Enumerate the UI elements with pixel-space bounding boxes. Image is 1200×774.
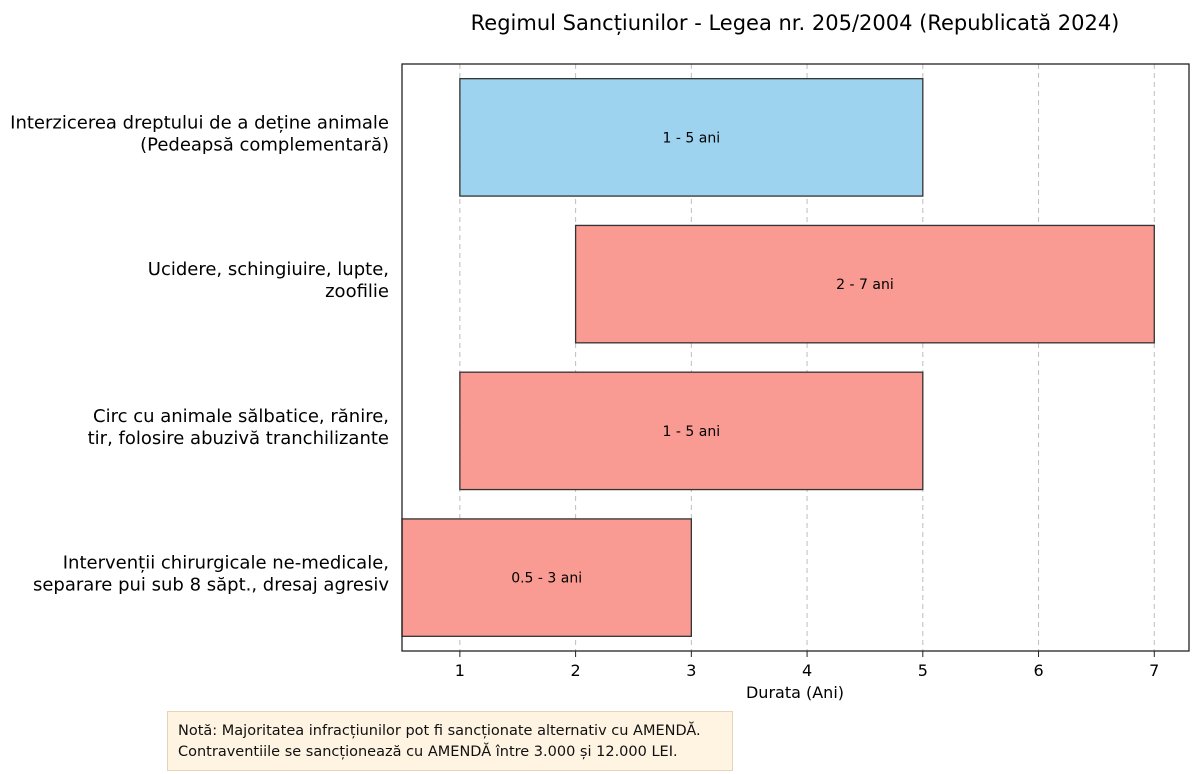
- x-tick-label: 2: [571, 661, 581, 680]
- y-tick-label: Circ cu animale sălbatice, rănire,: [93, 406, 389, 427]
- x-axis-ticks: 1 2 3 4 5 6 7: [455, 651, 1159, 680]
- chart-title: Regimul Sancțiunilor - Legea nr. 205/200…: [471, 11, 1120, 35]
- x-axis-label: Durata (Ani): [746, 683, 844, 702]
- note-line-2: Contraventiile se sancționează cu AMENDĂ…: [178, 744, 678, 760]
- bar-label: 1 - 5 ani: [663, 424, 721, 440]
- x-tick-label: 7: [1149, 661, 1159, 680]
- x-tick-label: 3: [686, 661, 696, 680]
- note-line-1: Notă: Majoritatea infracțiunilor pot fi …: [178, 723, 701, 739]
- bar-label: 0.5 - 3 ani: [511, 571, 582, 587]
- bars: 1 - 5 ani 2 - 7 ani 1 - 5 ani 0.5 - 3 ani: [401, 78, 1155, 637]
- note-box: Notă: Majoritatea infracțiunilor pot fi …: [167, 711, 733, 771]
- y-tick-label: separare pui sub 8 săpt., dresaj agresiv: [33, 575, 389, 596]
- y-tick-label: (Pedeapsă complementară): [140, 134, 389, 155]
- y-tick-label: Intervenții chirurgicale ne-medicale,: [63, 553, 389, 574]
- bar: [401, 518, 692, 637]
- y-tick-label: Interzicerea dreptului de a deține anima…: [10, 112, 389, 133]
- bar: [574, 224, 1155, 344]
- plot-frame: [401, 63, 1190, 652]
- x-tick-label: 4: [802, 661, 812, 680]
- y-tick-label: zoofilie: [325, 281, 389, 302]
- bar-label: 2 - 7 ani: [836, 277, 894, 293]
- bar: [459, 371, 924, 491]
- x-tick-label: 6: [1033, 661, 1043, 680]
- bar-label: 1 - 5 ani: [663, 130, 721, 146]
- x-tick-label: 1: [455, 661, 465, 680]
- y-axis-labels: Interzicerea dreptului de a deține anima…: [10, 112, 389, 595]
- y-tick-label: Ucidere, schingiuire, lupte,: [148, 259, 389, 280]
- x-tick-label: 5: [918, 661, 928, 680]
- bar: [459, 78, 924, 197]
- y-tick-label: tir, folosire abuzivă tranchilizante: [88, 428, 389, 449]
